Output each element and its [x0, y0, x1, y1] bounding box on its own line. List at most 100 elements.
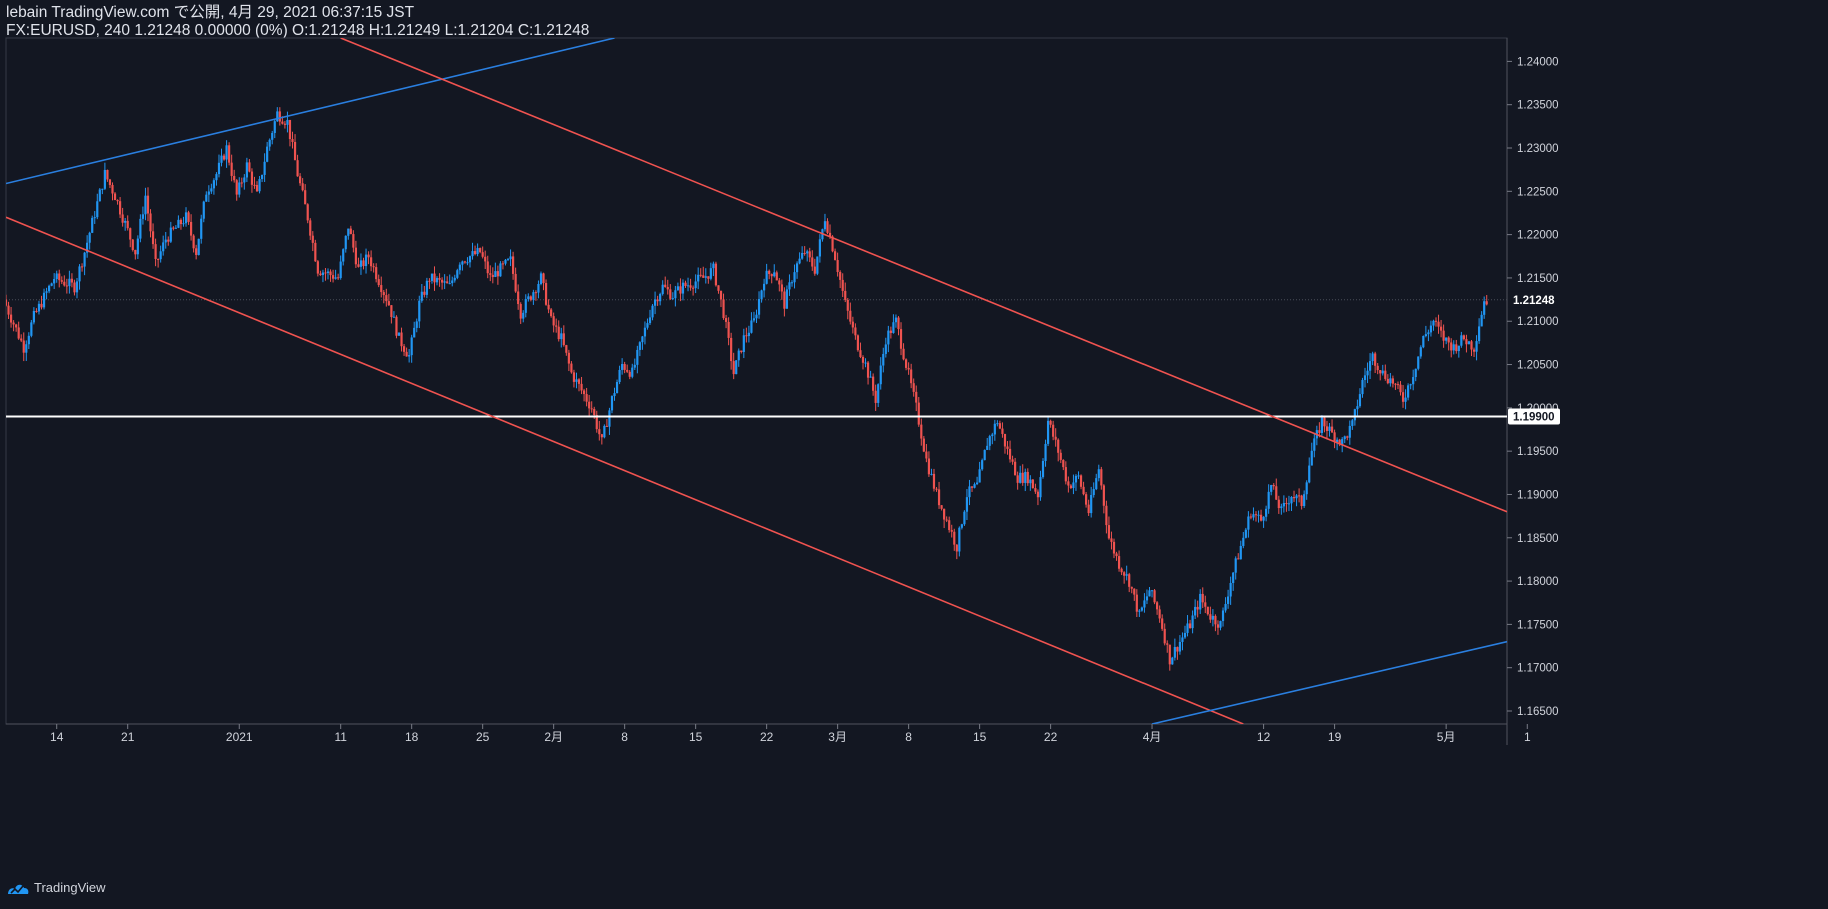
candle-down — [889, 330, 892, 333]
candle-up — [686, 285, 690, 287]
candle-down — [544, 283, 548, 305]
candle-down — [1300, 495, 1303, 507]
candle-down — [849, 310, 852, 322]
candle-up — [1445, 337, 1448, 341]
candle-up — [1257, 514, 1260, 516]
candle-up — [790, 282, 794, 284]
candle-down — [1085, 494, 1088, 505]
candle-down — [372, 266, 375, 268]
publish-info: lebain TradingView.com で公開, 4月 29, 2021 … — [6, 4, 415, 21]
candle-down — [129, 228, 132, 240]
candle-up — [30, 322, 33, 336]
candle-down — [1379, 370, 1382, 374]
candle-up — [882, 353, 885, 366]
candle-up — [651, 305, 654, 318]
candle-down — [1196, 606, 1199, 610]
candle-down — [385, 295, 388, 302]
candle-up — [806, 251, 809, 254]
candle-up — [869, 376, 872, 378]
candle-up — [1358, 394, 1362, 407]
candle-down — [121, 214, 124, 223]
candle-down — [948, 520, 951, 531]
candle-up — [93, 217, 96, 219]
candle-down — [932, 473, 936, 489]
candle-down — [151, 231, 155, 245]
candle-up — [215, 174, 218, 181]
candle-down — [856, 335, 860, 351]
candle-down — [547, 304, 550, 310]
candle-down — [248, 162, 251, 172]
candle-down — [783, 291, 786, 309]
candle-up — [1381, 370, 1384, 374]
candle-up — [42, 292, 46, 308]
candle-down — [714, 263, 718, 286]
candle-down — [433, 273, 436, 283]
candle-down — [1008, 448, 1012, 460]
candle-down — [844, 290, 847, 300]
candle-up — [1194, 606, 1197, 616]
candle-up — [321, 272, 325, 276]
candle-down — [839, 271, 842, 280]
candle-up — [694, 281, 697, 289]
candle-up — [676, 286, 680, 291]
candle-up — [456, 270, 459, 278]
candle-down — [314, 242, 317, 262]
candle-up — [1363, 375, 1367, 381]
candle-up — [712, 263, 715, 269]
candle-up — [83, 252, 86, 267]
candle-down — [593, 409, 596, 416]
symbol-ohlc-info: FX:EURUSD, 240 1.21248 0.00000 (0%) O:1.… — [6, 22, 590, 39]
candle-down — [1214, 615, 1217, 625]
candle-up — [1092, 489, 1095, 495]
candle-up — [458, 264, 461, 271]
candle-down — [927, 458, 931, 475]
candle-down — [1153, 590, 1156, 603]
candle-down — [945, 519, 948, 521]
candle-up — [653, 299, 657, 306]
candle-down — [1285, 502, 1288, 504]
candle-up — [197, 238, 200, 255]
candle-down — [1325, 426, 1329, 431]
price-tick-label: 1.17000 — [1517, 663, 1559, 675]
candle-down — [623, 364, 626, 370]
candle-down — [1455, 344, 1458, 352]
candle-up — [1095, 478, 1098, 490]
candle-down — [375, 267, 378, 280]
candle-up — [608, 410, 611, 427]
candle-down — [859, 350, 862, 357]
candle-up — [1320, 417, 1324, 433]
candle-down — [1237, 558, 1240, 560]
candle-up — [788, 282, 791, 290]
candle-up — [164, 239, 167, 243]
candle-up — [1019, 472, 1022, 483]
candle-down — [281, 121, 284, 124]
candle-down — [935, 488, 938, 490]
candle-up — [1199, 593, 1202, 610]
candle-up — [1029, 479, 1032, 484]
price-tick-label: 1.20500 — [1517, 360, 1559, 372]
candle-down — [689, 285, 692, 288]
candle-down — [808, 251, 811, 258]
candle-up — [973, 484, 976, 488]
candle-down — [605, 425, 609, 427]
candle-up — [996, 423, 999, 425]
candle-down — [149, 213, 152, 232]
candle-down — [874, 390, 877, 403]
candle-down — [1338, 439, 1341, 445]
candle-up — [425, 280, 428, 295]
candle-up — [1432, 320, 1435, 326]
candle-up — [506, 259, 510, 261]
candle-up — [162, 242, 165, 252]
candle-down — [1323, 417, 1326, 427]
candle-down — [1168, 644, 1171, 665]
candle-up — [894, 317, 898, 323]
candle-up — [1371, 353, 1374, 362]
candle-up — [638, 342, 641, 350]
candle-down — [1049, 420, 1052, 425]
candle-up — [1310, 450, 1313, 466]
candle-down — [600, 434, 603, 438]
candle-up — [182, 223, 185, 225]
candle-up — [413, 327, 416, 338]
candle-down — [306, 204, 309, 221]
